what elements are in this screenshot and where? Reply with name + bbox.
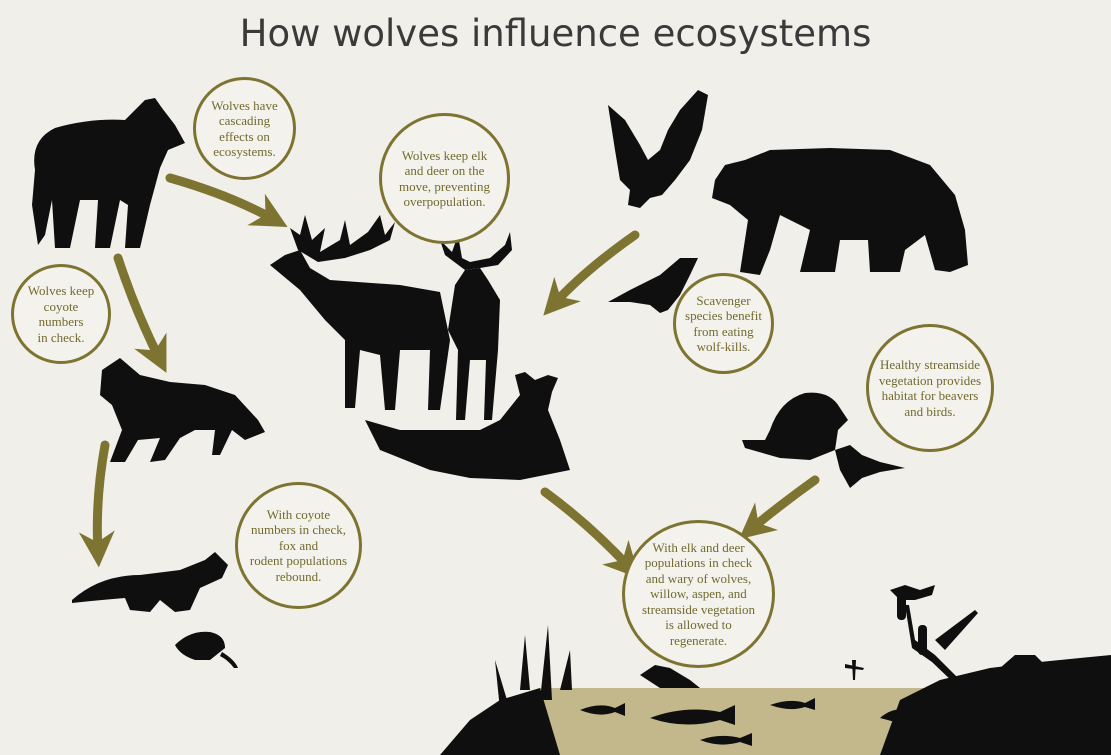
bubble-vegetation: With elk and deer populations in check a… — [622, 520, 775, 668]
fish-icon — [580, 698, 915, 746]
raven-icon — [608, 258, 698, 313]
arrow-coyote-to-fox — [78, 440, 115, 568]
bubble-text: With coyote numbers in check, fox and ro… — [249, 506, 348, 584]
beaver-icon — [742, 392, 848, 460]
wolf-icon — [32, 98, 185, 248]
bubble-scavenger: Scavenger species benefit from eating wo… — [673, 273, 774, 374]
coyote-icon — [100, 358, 265, 462]
bubble-text: With elk and deer populations in check a… — [642, 539, 755, 648]
arrow-wolf-to-elk — [165, 173, 288, 227]
page-title: How wolves influence ecosystems — [239, 12, 872, 55]
dragonfly-icon — [845, 660, 864, 680]
arrow-scavenger-to-elk — [543, 230, 640, 316]
fawn-icon — [365, 372, 570, 480]
stream-bank — [440, 655, 1111, 755]
bubble-cascading-effects: Wolves have cascading effects on ecosyst… — [193, 77, 296, 180]
bubble-text: Wolves keep coyote numbers in check. — [27, 283, 95, 345]
arrow-wolf-to-coyote — [113, 253, 167, 373]
bubble-streamside: Healthy streamside vegetation provides h… — [866, 324, 994, 452]
bubble-text: Healthy streamside vegetation provides h… — [878, 357, 982, 419]
songbird-icon — [835, 445, 905, 488]
heron-icon — [890, 585, 935, 600]
elk-icon — [270, 215, 450, 410]
mouse-icon — [175, 631, 238, 668]
fox-icon — [72, 552, 228, 612]
bubble-elk-deer: Wolves keep elk and deer on the move, pr… — [379, 113, 510, 244]
bubble-text: Wolves have cascading effects on ecosyst… — [211, 97, 278, 160]
eagle-icon — [608, 90, 708, 208]
frog-icon — [640, 655, 1048, 688]
deer-icon — [440, 232, 512, 420]
bubble-text: Scavenger species benefit from eating wo… — [685, 292, 762, 355]
bear-icon — [712, 148, 968, 275]
bubble-coyote: Wolves keep coyote numbers in check. — [11, 264, 111, 364]
bubble-text: Wolves keep elk and deer on the move, pr… — [399, 147, 490, 210]
bubble-fox-rodent: With coyote numbers in check, fox and ro… — [235, 482, 362, 609]
arrow-streamside-to-vegetation — [738, 475, 820, 540]
arrow-elk-to-vegetation — [540, 487, 640, 579]
